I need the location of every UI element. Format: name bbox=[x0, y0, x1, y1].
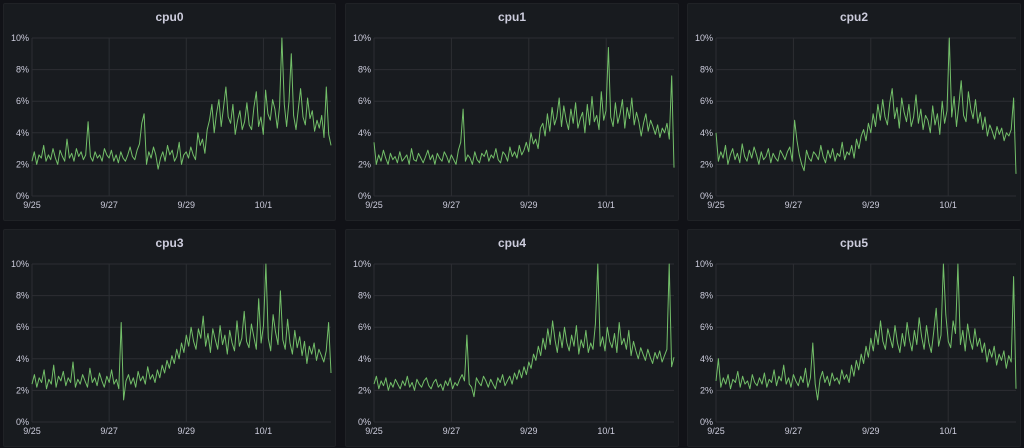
y-tick-label: 4% bbox=[16, 128, 29, 138]
cpu4-chart: 0% 2% 4% 6% 8% 10% 9/25 9/27 9/29 10/1 bbox=[353, 259, 675, 436]
x-tick-label: 9/25 bbox=[23, 200, 41, 210]
y-tick-label: 4% bbox=[358, 354, 371, 364]
x-tick-label: 9/27 bbox=[785, 426, 803, 436]
panel-cpu1[interactable]: cpu1 0% 2% 4% 6% 8% 10% 9/25 9/27 9/29 10/1 bbox=[345, 3, 679, 221]
x-tick-label: 10/1 bbox=[597, 200, 615, 210]
y-tick-label: 6% bbox=[358, 322, 371, 332]
y-tick-label: 8% bbox=[358, 291, 371, 301]
y-tick-label: 2% bbox=[358, 385, 371, 395]
y-tick-label: 10% bbox=[695, 33, 713, 43]
cpu-usage-series-line bbox=[31, 263, 332, 401]
x-tick-label: 9/25 bbox=[707, 200, 725, 210]
panel-title[interactable]: cpu5 bbox=[839, 236, 868, 250]
x-tick-label: 9/29 bbox=[178, 200, 196, 210]
y-tick-label: 10% bbox=[695, 259, 713, 269]
y-tick-label: 0% bbox=[358, 191, 371, 201]
panel-cpu3[interactable]: cpu3 0% 2% 4% 6% 8% 10% 9/25 9/27 9/29 10/1 bbox=[3, 229, 336, 447]
panel-title[interactable]: cpu2 bbox=[839, 10, 868, 24]
cpu-usage-series-line bbox=[31, 37, 332, 170]
x-tick-label: 10/1 bbox=[597, 426, 615, 436]
x-tick-label: 9/27 bbox=[100, 426, 118, 436]
x-tick-label: 9/29 bbox=[520, 200, 538, 210]
x-tick-label: 9/25 bbox=[707, 426, 725, 436]
x-tick-label: 10/1 bbox=[939, 200, 957, 210]
y-tick-label: 6% bbox=[358, 96, 371, 106]
y-tick-label: 6% bbox=[16, 96, 29, 106]
x-tick-label: 9/27 bbox=[785, 200, 803, 210]
x-tick-label: 9/25 bbox=[365, 426, 383, 436]
y-tick-label: 6% bbox=[16, 322, 29, 332]
cpu-usage-series-line bbox=[373, 263, 675, 398]
panel-title[interactable]: cpu1 bbox=[497, 10, 526, 24]
y-tick-label: 6% bbox=[700, 96, 713, 106]
x-tick-label: 9/27 bbox=[443, 426, 461, 436]
y-tick-label: 10% bbox=[11, 33, 29, 43]
y-tick-label: 2% bbox=[16, 159, 29, 169]
x-tick-label: 10/1 bbox=[255, 426, 273, 436]
y-tick-label: 0% bbox=[700, 417, 713, 427]
cpu5-chart: 0% 2% 4% 6% 8% 10% 9/25 9/27 9/29 10/1 bbox=[695, 259, 1017, 436]
y-tick-label: 8% bbox=[700, 65, 713, 75]
y-tick-label: 2% bbox=[16, 385, 29, 395]
x-tick-label: 9/29 bbox=[520, 426, 538, 436]
panel-cpu2[interactable]: cpu2 0% 2% 4% 6% 8% 10% 9/25 9/27 9/29 10/1 bbox=[687, 3, 1021, 221]
panel-cpu0[interactable]: cpu0 0% 2% 4% 6% 8% 10% 9/25 9/27 9/29 10/1 bbox=[3, 3, 336, 221]
y-tick-label: 8% bbox=[16, 65, 29, 75]
panel-title[interactable]: cpu0 bbox=[155, 10, 184, 24]
x-tick-label: 10/1 bbox=[255, 200, 273, 210]
y-tick-label: 10% bbox=[353, 33, 371, 43]
cpu1-chart: 0% 2% 4% 6% 8% 10% 9/25 9/27 9/29 10/1 bbox=[353, 33, 675, 210]
y-tick-label: 4% bbox=[358, 128, 371, 138]
y-tick-label: 0% bbox=[358, 417, 371, 427]
x-tick-label: 9/25 bbox=[23, 426, 41, 436]
y-tick-label: 8% bbox=[700, 291, 713, 301]
y-tick-label: 2% bbox=[358, 159, 371, 169]
cpu3-chart: 0% 2% 4% 6% 8% 10% 9/25 9/27 9/29 10/1 bbox=[11, 259, 332, 436]
panel-cpu5[interactable]: cpu5 0% 2% 4% 6% 8% 10% 9/25 9/27 9/29 10/1 bbox=[687, 229, 1021, 447]
y-tick-label: 6% bbox=[700, 322, 713, 332]
x-tick-label: 9/25 bbox=[365, 200, 383, 210]
y-tick-label: 8% bbox=[16, 291, 29, 301]
x-tick-label: 9/29 bbox=[862, 200, 880, 210]
cpu-usage-series-line bbox=[715, 37, 1017, 174]
cpu0-chart: 0% 2% 4% 6% 8% 10% 9/25 9/27 9/29 10/1 bbox=[11, 33, 332, 210]
cpu-usage-series-line bbox=[715, 263, 1017, 401]
x-tick-label: 9/29 bbox=[178, 426, 196, 436]
y-tick-label: 10% bbox=[353, 259, 371, 269]
x-tick-label: 10/1 bbox=[939, 426, 957, 436]
y-tick-label: 2% bbox=[700, 385, 713, 395]
y-tick-label: 2% bbox=[700, 159, 713, 169]
y-tick-label: 4% bbox=[16, 354, 29, 364]
cpu2-chart: 0% 2% 4% 6% 8% 10% 9/25 9/27 9/29 10/1 bbox=[695, 33, 1017, 210]
y-tick-label: 0% bbox=[700, 191, 713, 201]
y-tick-label: 0% bbox=[16, 417, 29, 427]
panel-title[interactable]: cpu3 bbox=[155, 236, 184, 250]
y-tick-label: 8% bbox=[358, 65, 371, 75]
x-tick-label: 9/29 bbox=[862, 426, 880, 436]
panel-cpu4[interactable]: cpu4 0% 2% 4% 6% 8% 10% 9/25 9/27 9/29 10/1 bbox=[345, 229, 679, 447]
x-tick-label: 9/27 bbox=[443, 200, 461, 210]
panel-title[interactable]: cpu4 bbox=[497, 236, 526, 250]
y-tick-label: 4% bbox=[700, 354, 713, 364]
y-tick-label: 0% bbox=[16, 191, 29, 201]
x-tick-label: 9/27 bbox=[100, 200, 118, 210]
cpu-usage-series-line bbox=[373, 47, 675, 168]
y-tick-label: 4% bbox=[700, 128, 713, 138]
y-tick-label: 10% bbox=[11, 259, 29, 269]
